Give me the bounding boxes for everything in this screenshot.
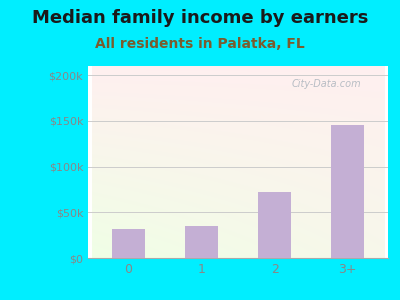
Bar xyxy=(185,226,218,258)
Bar xyxy=(112,229,145,258)
Bar xyxy=(258,192,291,258)
Text: City-Data.com: City-Data.com xyxy=(292,80,362,89)
Text: Median family income by earners: Median family income by earners xyxy=(32,9,368,27)
Bar xyxy=(331,125,364,258)
Text: All residents in Palatka, FL: All residents in Palatka, FL xyxy=(95,38,305,52)
